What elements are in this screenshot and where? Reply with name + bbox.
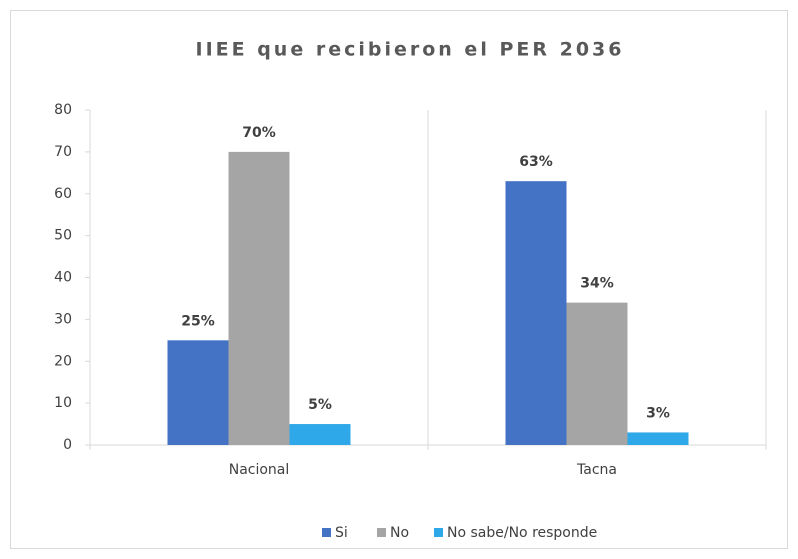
y-tick-label: 10 xyxy=(54,395,72,411)
legend-swatch xyxy=(434,528,443,537)
y-tick-label: 80 xyxy=(54,102,72,118)
legend-swatch xyxy=(322,528,331,537)
data-label: 5% xyxy=(308,397,332,413)
data-label: 70% xyxy=(242,125,276,141)
x-tick-label: Tacna xyxy=(576,462,617,478)
bar xyxy=(566,302,628,445)
y-tick-label: 40 xyxy=(54,270,72,286)
y-tick-label: 50 xyxy=(54,228,72,244)
y-tick-label: 30 xyxy=(54,311,72,327)
bar xyxy=(167,340,229,445)
data-label: 63% xyxy=(519,154,553,170)
chart-border xyxy=(10,10,788,549)
bar xyxy=(289,424,351,445)
legend-swatch xyxy=(377,528,386,537)
legend-label: Si xyxy=(335,525,348,541)
y-tick-label: 70 xyxy=(54,144,72,160)
y-tick-label: 60 xyxy=(54,186,72,202)
legend-label: No sabe/No responde xyxy=(447,525,597,541)
bar xyxy=(228,151,290,445)
chart-title: IIEE que recibieron el PER 2036 xyxy=(196,39,625,61)
data-label: 25% xyxy=(181,313,215,329)
y-tick-label: 20 xyxy=(54,353,72,369)
x-tick-label: Nacional xyxy=(229,462,290,478)
bar xyxy=(505,181,567,445)
y-tick-label: 0 xyxy=(63,437,72,453)
data-label: 3% xyxy=(646,405,670,421)
data-label: 34% xyxy=(580,276,614,292)
legend-label: No xyxy=(390,525,409,541)
bar xyxy=(627,432,689,445)
